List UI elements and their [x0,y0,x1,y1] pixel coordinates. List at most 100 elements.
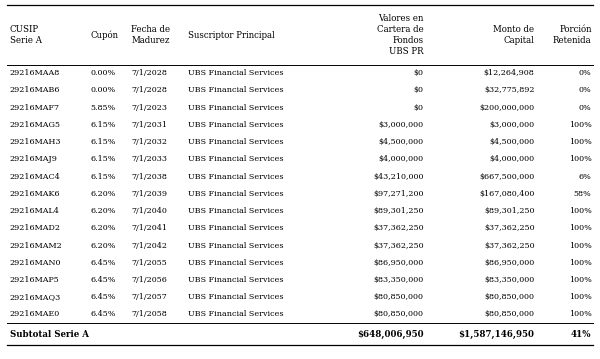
Text: $80,850,000: $80,850,000 [485,293,535,301]
Text: $648,006,950: $648,006,950 [357,330,424,339]
Text: 5.85%: 5.85% [91,104,116,112]
Text: $80,850,000: $80,850,000 [374,293,424,301]
Text: $37,362,250: $37,362,250 [484,242,535,250]
Text: $200,000,000: $200,000,000 [479,104,535,112]
Text: 100%: 100% [569,155,592,163]
Text: 7/1/2058: 7/1/2058 [131,311,167,318]
Text: $4,500,000: $4,500,000 [490,138,535,146]
Text: 6.20%: 6.20% [91,224,116,232]
Text: Monto de
Capital: Monto de Capital [493,25,535,45]
Text: UBS Financial Services: UBS Financial Services [188,276,284,284]
Text: Subtotal Serie A: Subtotal Serie A [10,330,89,339]
Text: Fecha de
Madurez: Fecha de Madurez [131,25,170,45]
Text: 7/1/2031: 7/1/2031 [131,121,167,129]
Text: 29216MAL4: 29216MAL4 [10,207,59,215]
Text: $0: $0 [413,87,424,94]
Text: $1,587,146,950: $1,587,146,950 [458,330,535,339]
Text: $86,950,000: $86,950,000 [484,259,535,267]
Text: $86,950,000: $86,950,000 [373,259,424,267]
Text: UBS Financial Services: UBS Financial Services [188,104,284,112]
Text: 6%: 6% [579,173,592,181]
Text: UBS Financial Services: UBS Financial Services [188,87,284,94]
Text: $97,271,200: $97,271,200 [373,190,424,198]
Text: $37,362,250: $37,362,250 [373,242,424,250]
Text: UBS Financial Services: UBS Financial Services [188,190,284,198]
Text: 29216MAE0: 29216MAE0 [10,311,60,318]
Text: 0%: 0% [579,104,592,112]
Text: 29216MAC4: 29216MAC4 [10,173,61,181]
Text: $37,362,250: $37,362,250 [373,224,424,232]
Text: 100%: 100% [569,224,592,232]
Text: 29216MAG5: 29216MAG5 [10,121,61,129]
Text: $89,301,250: $89,301,250 [373,207,424,215]
Text: 29216MAM2: 29216MAM2 [10,242,62,250]
Text: 6.15%: 6.15% [91,138,116,146]
Text: 29216MAJ9: 29216MAJ9 [10,155,58,163]
Text: 7/1/2057: 7/1/2057 [131,293,167,301]
Text: 7/1/2056: 7/1/2056 [131,276,167,284]
Text: 7/1/2028: 7/1/2028 [131,87,167,94]
Text: $80,850,000: $80,850,000 [485,311,535,318]
Text: $3,000,000: $3,000,000 [490,121,535,129]
Text: $4,000,000: $4,000,000 [379,155,424,163]
Text: 29216MAK6: 29216MAK6 [10,190,60,198]
Text: $0: $0 [413,69,424,77]
Text: 100%: 100% [569,259,592,267]
Text: $83,350,000: $83,350,000 [484,276,535,284]
Text: 7/1/2032: 7/1/2032 [131,138,167,146]
Text: $37,362,250: $37,362,250 [484,224,535,232]
Text: $43,210,000: $43,210,000 [373,173,424,181]
Text: 58%: 58% [574,190,592,198]
Text: 6.20%: 6.20% [91,190,116,198]
Text: $0: $0 [413,104,424,112]
Text: 0%: 0% [579,69,592,77]
Text: UBS Financial Services: UBS Financial Services [188,207,284,215]
Text: 41%: 41% [571,330,592,339]
Text: $32,775,892: $32,775,892 [484,87,535,94]
Text: $667,500,000: $667,500,000 [479,173,535,181]
Text: $12,264,908: $12,264,908 [484,69,535,77]
Text: $167,080,400: $167,080,400 [479,190,535,198]
Text: $4,000,000: $4,000,000 [490,155,535,163]
Text: 7/1/2038: 7/1/2038 [131,173,167,181]
Text: 6.20%: 6.20% [91,242,116,250]
Text: 0.00%: 0.00% [91,69,116,77]
Text: 6.20%: 6.20% [91,207,116,215]
Text: 100%: 100% [569,138,592,146]
Text: 6.15%: 6.15% [91,121,116,129]
Text: UBS Financial Services: UBS Financial Services [188,173,284,181]
Text: Valores en
Cartera de
Fondos
UBS PR: Valores en Cartera de Fondos UBS PR [377,14,424,56]
Text: 100%: 100% [569,293,592,301]
Text: 7/1/2023: 7/1/2023 [131,104,167,112]
Text: 100%: 100% [569,242,592,250]
Text: UBS Financial Services: UBS Financial Services [188,69,284,77]
Text: 29216MAN0: 29216MAN0 [10,259,61,267]
Text: 100%: 100% [569,207,592,215]
Text: CUSIP
Serie A: CUSIP Serie A [10,25,41,45]
Text: 7/1/2028: 7/1/2028 [131,69,167,77]
Text: 7/1/2033: 7/1/2033 [131,155,167,163]
Text: 29216MAH3: 29216MAH3 [10,138,61,146]
Text: 7/1/2041: 7/1/2041 [131,224,167,232]
Text: $83,350,000: $83,350,000 [373,276,424,284]
Text: 29216MAD2: 29216MAD2 [10,224,61,232]
Text: UBS Financial Services: UBS Financial Services [188,311,284,318]
Text: 100%: 100% [569,121,592,129]
Text: 29216MAB6: 29216MAB6 [10,87,60,94]
Text: 29216MAA8: 29216MAA8 [10,69,60,77]
Text: 6.45%: 6.45% [91,293,116,301]
Text: UBS Financial Services: UBS Financial Services [188,242,284,250]
Text: Cupón: Cupón [91,30,119,40]
Text: 0.00%: 0.00% [91,87,116,94]
Text: 6.45%: 6.45% [91,311,116,318]
Text: 7/1/2040: 7/1/2040 [131,207,167,215]
Text: $80,850,000: $80,850,000 [374,311,424,318]
Text: 100%: 100% [569,276,592,284]
Text: Suscriptor Principal: Suscriptor Principal [188,31,275,39]
Text: 100%: 100% [569,311,592,318]
Text: $4,500,000: $4,500,000 [379,138,424,146]
Text: 29216MAQ3: 29216MAQ3 [10,293,61,301]
Text: 0%: 0% [579,87,592,94]
Text: 29216MAF7: 29216MAF7 [10,104,59,112]
Text: UBS Financial Services: UBS Financial Services [188,259,284,267]
